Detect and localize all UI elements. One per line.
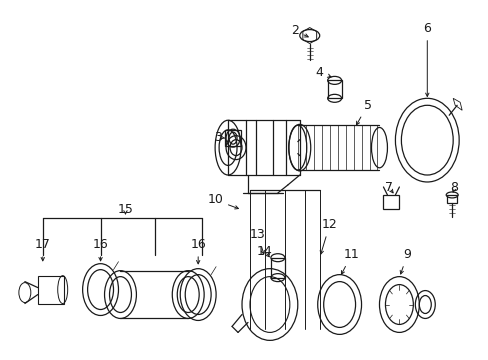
- Bar: [327, 80, 341, 98]
- Text: 16: 16: [93, 238, 108, 261]
- Bar: [38, 276, 63, 303]
- Text: 4: 4: [315, 66, 330, 79]
- Text: 9: 9: [399, 248, 410, 274]
- Text: 7: 7: [385, 181, 393, 194]
- Text: 1: 1: [0, 359, 1, 360]
- Text: 6: 6: [423, 22, 430, 96]
- Text: 12: 12: [320, 218, 337, 254]
- Bar: [224, 130, 241, 146]
- Text: 11: 11: [341, 248, 359, 274]
- Text: 16: 16: [190, 238, 205, 264]
- Text: 14: 14: [257, 245, 272, 258]
- Text: 10: 10: [207, 193, 238, 209]
- Text: 15: 15: [117, 203, 133, 216]
- Bar: [270, 258, 285, 278]
- Text: 13: 13: [249, 228, 265, 254]
- Text: 8: 8: [449, 181, 457, 194]
- Text: 5: 5: [356, 99, 371, 125]
- Text: 3: 3: [214, 131, 224, 144]
- Bar: [383, 195, 399, 209]
- Text: 2: 2: [290, 24, 307, 37]
- Bar: [447, 195, 456, 203]
- Text: 17: 17: [35, 238, 51, 261]
